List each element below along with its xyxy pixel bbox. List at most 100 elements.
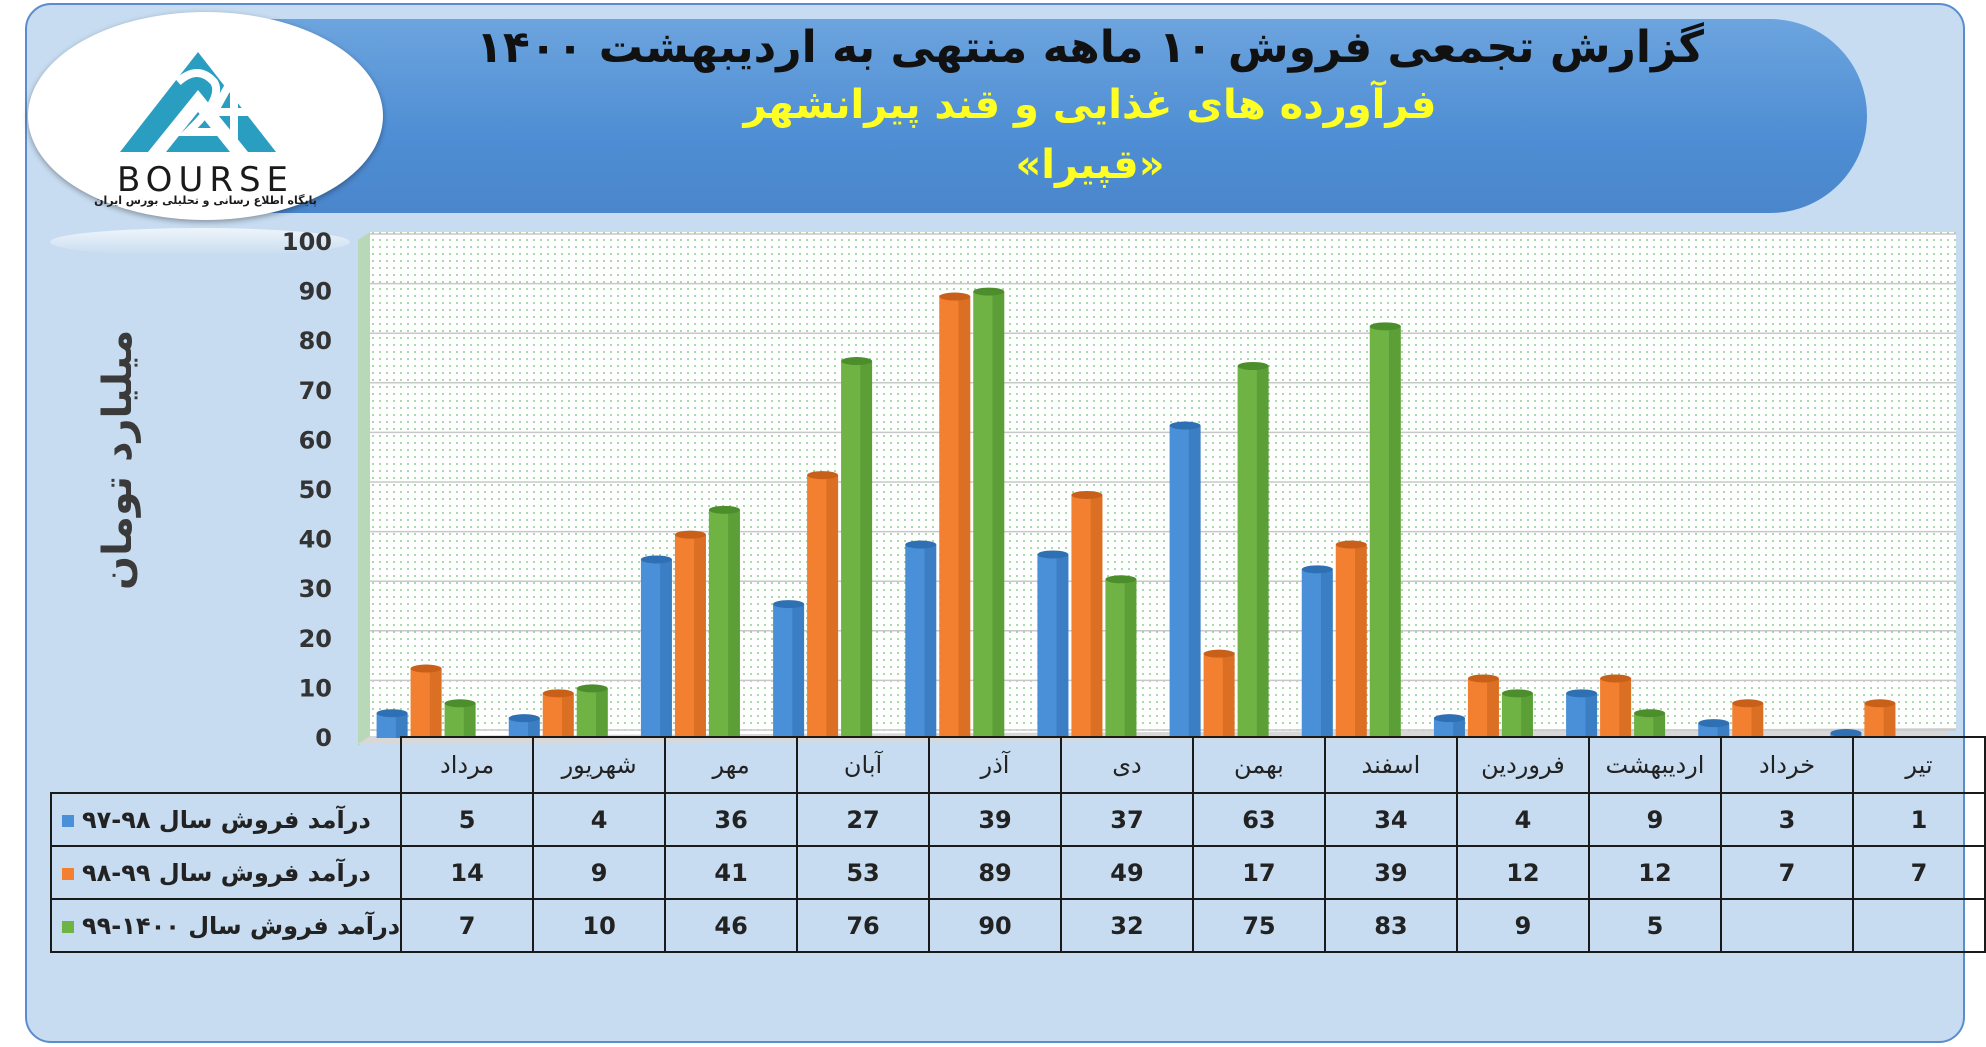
bar [640, 555, 672, 738]
bar-shade [1487, 678, 1499, 738]
bar [1037, 550, 1069, 738]
bar [1237, 362, 1269, 738]
x-tick-label: فروردین [1455, 736, 1590, 794]
y-tick-label: 60 [299, 426, 332, 454]
logo-mark-icon [120, 52, 276, 152]
bar-shade [1256, 366, 1269, 738]
bar-shade [1056, 554, 1069, 738]
bar-cap [508, 714, 540, 723]
category-row: مرداد شهریور مهر آبان آذر دی بهمن اسفند فروردین ا… [51, 736, 1986, 794]
bar [708, 505, 740, 738]
bar-cap [1169, 421, 1201, 430]
y-tick-label: 20 [299, 625, 332, 653]
bar-shade [728, 509, 740, 738]
bar-shade [1619, 678, 1632, 738]
bar-shade [1453, 718, 1465, 738]
bar [542, 689, 574, 738]
data-label: 53 [796, 845, 931, 900]
x-tick-label: خرداد [1720, 736, 1854, 794]
bar-shade [792, 604, 805, 738]
bar [1732, 699, 1764, 738]
bar [1600, 674, 1632, 738]
bar [773, 600, 805, 738]
legend-swatch [62, 814, 74, 827]
bar-shade [1653, 713, 1666, 738]
bar-cap [1433, 714, 1465, 723]
x-tick-label: اردیبهشت [1587, 736, 1723, 794]
legend-swatch [62, 867, 74, 880]
bar [1105, 575, 1137, 738]
y-tick-label: 80 [299, 327, 332, 355]
data-label: 41 [664, 845, 799, 900]
plot-side-wall [358, 232, 370, 746]
data-label: 7 [1720, 845, 1854, 900]
y-tick-label: 70 [299, 377, 332, 405]
title-banner [160, 16, 1870, 216]
data-label: 39 [928, 792, 1062, 847]
bar [939, 292, 971, 738]
x-tick-label: مهر [664, 736, 799, 794]
bar-cap [1830, 729, 1862, 738]
ticker-symbol: «قپیرا» [1015, 142, 1165, 188]
bar-shade [1717, 723, 1730, 738]
logo-reflection [50, 228, 350, 256]
bar [1864, 699, 1896, 738]
bar-cap [1369, 322, 1401, 331]
bar-cap [939, 292, 971, 301]
data-label: 49 [1059, 845, 1194, 900]
bar-shade [1521, 693, 1533, 738]
bar-cap [973, 287, 1005, 296]
gridlines [370, 233, 1956, 731]
bar-shade [1585, 693, 1598, 738]
bar-cap [1237, 362, 1269, 370]
bar-cap [674, 530, 706, 539]
legend-entry: درآمد فروش سال ۹۹-۹۸ [49, 845, 403, 900]
logo-wordmark: BOURSE [116, 160, 295, 200]
bar-cap [376, 709, 408, 718]
bar-shade [463, 703, 476, 738]
bar [410, 664, 442, 738]
bar-shade [429, 668, 442, 738]
bar [376, 709, 408, 738]
bar-cap [1467, 674, 1499, 683]
data-label: 36 [664, 792, 799, 847]
bar-shade [527, 718, 540, 738]
bar-cap [773, 600, 805, 609]
bar-shade [395, 713, 408, 738]
bar-shade [1883, 703, 1896, 738]
bar-cap [1566, 689, 1598, 698]
data-label: 7 [400, 898, 535, 953]
legend-label: درآمد فروش سال ۹۸-۹۷ [82, 805, 371, 834]
table-row: درآمد فروش سال ۱۴۰۰-۹۹ 7 10 46 76 90 32 75 83 9 5 [49, 898, 1986, 953]
bar-shade [561, 693, 574, 738]
data-label: 39 [1323, 845, 1458, 900]
bar-shade [694, 534, 706, 738]
bar-cap [410, 664, 442, 673]
bar [841, 357, 873, 738]
bar-cap [1071, 490, 1103, 499]
chart-title: گزارش تجمعی فروش ۱۰ ماهه منتهی به اردیبه… [476, 22, 1704, 73]
bar-cap [1105, 575, 1137, 584]
data-label: 90 [928, 898, 1062, 953]
bars [376, 287, 1896, 738]
bar-cap [542, 689, 574, 698]
bar [1501, 689, 1533, 738]
data-label: 27 [796, 792, 931, 847]
legend-label: درآمد فروش سال ۹۹-۹۸ [82, 858, 371, 887]
data-label: 5 [400, 792, 535, 847]
bar [1301, 565, 1333, 738]
bar-shade [1124, 579, 1137, 738]
bar [905, 540, 937, 738]
bar-shade [992, 291, 1005, 738]
bar-cap [841, 357, 873, 366]
bar [1634, 709, 1666, 738]
bar [1203, 649, 1235, 738]
bar-cap [1037, 550, 1069, 559]
bar-shade [1188, 425, 1201, 738]
y-tick-label: 90 [299, 278, 332, 306]
data-label: 12 [1455, 845, 1590, 900]
bar-cap [1203, 649, 1235, 658]
bar-cap [1501, 689, 1533, 698]
bar-shade [1354, 544, 1367, 738]
bar-cap [1698, 719, 1730, 728]
